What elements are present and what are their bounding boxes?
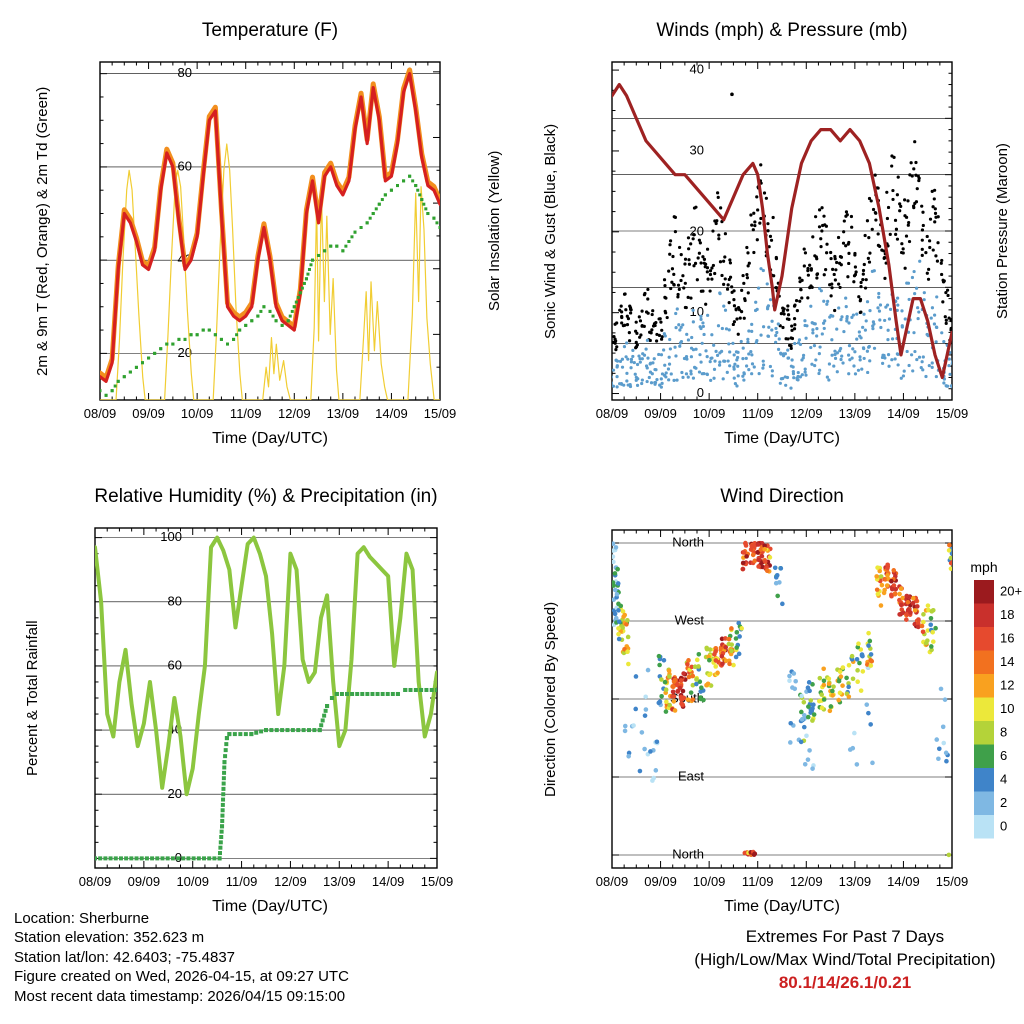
- extremes-title: Extremes For Past 7 Days: [745, 927, 945, 946]
- station-info: Location: Sherburne Station elevation: 3…: [14, 909, 349, 1006]
- y-axis-label-right: Station Pressure (Maroon): [994, 143, 1011, 319]
- station-elevation: Station elevation: 352.623 m: [14, 929, 205, 947]
- data-timestamp: Most recent data timestamp: 2026/04/15 0…: [14, 987, 346, 1005]
- station-latlon: Station lat/lon: 42.6403; -75.4837: [14, 948, 236, 966]
- chart-title: Winds (mph) & Pressure (mb): [656, 20, 908, 41]
- x-axis-label: Time (Day/UTC): [724, 898, 840, 915]
- y-axis-label-left: Percent & Total Rainfall: [24, 620, 41, 776]
- station-location: Location: Sherburne: [14, 910, 150, 927]
- humidity-precip-chart: Relative Humidity (%) & Precipitation (i…: [0, 472, 512, 924]
- extremes-subtitle: (High/Low/Max Wind/Total Precipitation): [694, 950, 996, 969]
- y-axis-label-right: Solar Insolation (Yellow): [486, 150, 503, 312]
- x-axis-label: Time (Day/UTC): [724, 430, 840, 447]
- winds-pressure-plot-canvas: [512, 0, 1024, 472]
- y-axis-label-left: 2m & 9m T (Red, Orange) & 2m Td (Green): [34, 86, 51, 376]
- temperature-plot-canvas: [0, 0, 512, 472]
- chart-title: Relative Humidity (%) & Precipitation (i…: [94, 486, 438, 507]
- wind-direction-plot-canvas: [512, 472, 1024, 924]
- extremes-summary: Extremes For Past 7 Days (High/Low/Max W…: [640, 925, 1024, 994]
- humidity-precip-plot-canvas: [0, 472, 512, 924]
- extremes-values: 80.1/14/26.1/0.21: [778, 973, 912, 992]
- temperature-chart: Temperature (F) 2m & 9m T (Red, Orange) …: [0, 0, 512, 472]
- x-axis-label: Time (Day/UTC): [212, 898, 328, 915]
- winds-pressure-chart: Winds (mph) & Pressure (mb) Sonic Wind &…: [512, 0, 1024, 472]
- y-axis-label-left: Direction (Colored By Speed): [542, 601, 559, 797]
- x-axis-label: Time (Day/UTC): [212, 430, 328, 447]
- wind-direction-chart: Wind Direction Direction (Colored By Spe…: [512, 472, 1024, 924]
- chart-title: Temperature (F): [201, 20, 339, 41]
- chart-title: Wind Direction: [720, 486, 844, 507]
- figure-created: Figure created on Wed, 2026-04-15, at 09…: [14, 968, 349, 986]
- y-axis-label-left: Sonic Wind & Gust (Blue, Black): [542, 123, 559, 339]
